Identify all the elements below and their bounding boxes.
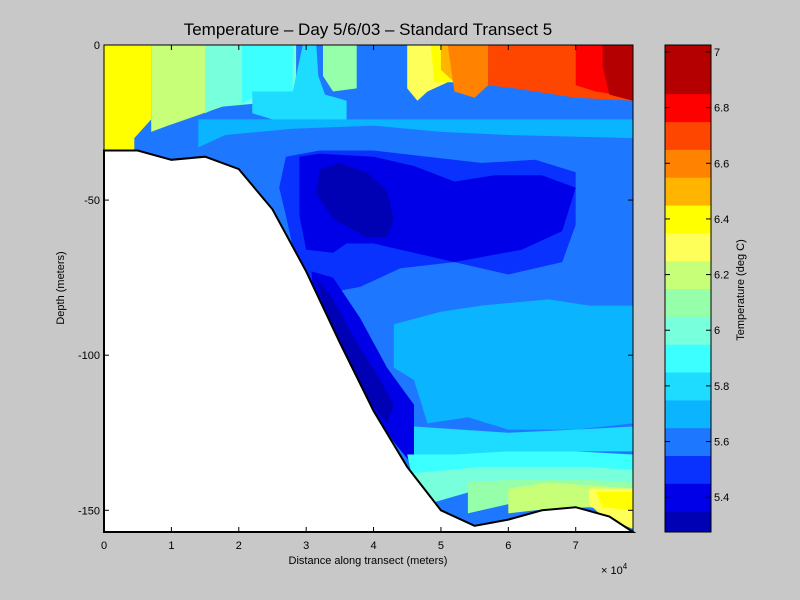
contour-region-20 (393, 299, 633, 430)
colorbar: 5.4 5.6 5.8 6 6.2 6.4 6.6 6.8 7 Temperature (deg… (664, 44, 747, 533)
x-tick-label: 3 (303, 540, 309, 552)
x-tick-label: 7 (573, 540, 579, 552)
x-axis-multiplier: × 104 (601, 562, 628, 577)
contour-region-0 (104, 45, 152, 151)
x-axis-label: Distance along transect (meters) (289, 555, 448, 567)
contour-region-9 (447, 45, 489, 98)
x-tick-label: 5 (438, 540, 444, 552)
y-tick-label: -50 (84, 195, 100, 207)
y-tick-label: 0 (94, 40, 100, 52)
x-axis: 0 1 2 3 4 5 6 7 Distance along transect (meters… (101, 45, 628, 577)
x-tick-label: 2 (236, 540, 242, 552)
colorbar-tick-label: 6.2 (714, 270, 729, 282)
x-tick-label: 6 (505, 540, 511, 552)
contour-region-12 (602, 45, 633, 101)
colorbar-tick-label: 7 (714, 47, 720, 59)
y-axis-label: Depth (meters) (55, 251, 67, 324)
x-tick-label: 4 (370, 540, 376, 552)
colorbar-tick-label: 6.8 (714, 103, 729, 115)
colorbar-tick-label: 5.8 (714, 381, 729, 393)
colorbar-tick-label: 5.6 (714, 437, 729, 449)
colorbar-tick-label: 5.4 (714, 492, 729, 504)
plot-frame (103, 44, 634, 533)
y-tick-label: -100 (78, 350, 100, 362)
contour-region-21 (414, 426, 633, 467)
contour-region-13 (198, 119, 634, 148)
chart-title: Temperature – Day 5/6/03 – Standard Tran… (184, 20, 553, 39)
y-tick-label: -150 (78, 505, 100, 517)
seafloor-profile (103, 149, 637, 533)
y-axis: 0 -50 -100 -150 Depth (meters) (55, 40, 633, 517)
x-tick-label: 1 (168, 540, 174, 552)
plot-area (103, 44, 637, 533)
contour-region-19 (316, 277, 394, 424)
colorbar-tick-label: 6.4 (714, 214, 729, 226)
contour-region-4 (252, 45, 347, 126)
contour-region-14 (225, 128, 634, 201)
x-multiplier-base: × 10 (601, 565, 623, 577)
colorbar-label: Temperature (deg C) (735, 239, 747, 341)
contour-region-17 (316, 162, 394, 238)
contour-region-27 (595, 491, 633, 511)
colorbar-tick-label: 6.6 (714, 158, 729, 170)
x-multiplier-exponent: 4 (623, 562, 628, 571)
colorbar-tick-label: 6 (714, 325, 720, 337)
colorbar-block-16 (665, 45, 711, 95)
contour-region-3 (242, 45, 293, 104)
contour-region-5 (323, 45, 357, 92)
colorbar-frame (664, 44, 712, 533)
x-tick-label: 0 (101, 540, 107, 552)
